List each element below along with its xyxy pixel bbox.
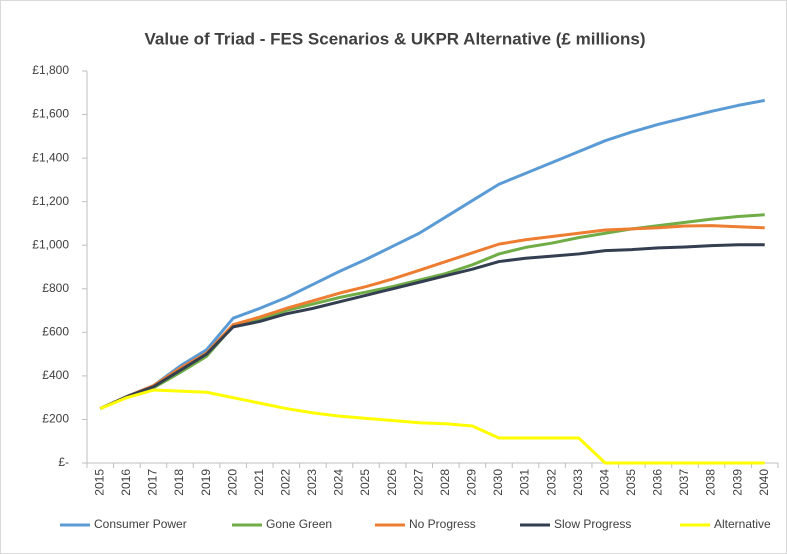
x-tick-label: 2018 xyxy=(172,469,186,496)
x-tick-label: 2027 xyxy=(411,469,425,496)
y-tick-label: £400 xyxy=(42,368,69,382)
x-tick-label: 2034 xyxy=(597,469,611,496)
x-tick-label: 2038 xyxy=(704,469,718,496)
y-tick-label: £200 xyxy=(42,412,69,426)
x-tick-label: 2028 xyxy=(438,469,452,496)
legend-label: Alternative xyxy=(714,517,771,531)
legend-label: Consumer Power xyxy=(94,517,187,531)
y-tick-label: £1,800 xyxy=(32,63,69,77)
series-line xyxy=(99,388,765,465)
x-tick-label: 2033 xyxy=(571,469,585,496)
legend-label: Gone Green xyxy=(266,517,332,531)
x-tick-label: 2032 xyxy=(544,469,558,496)
legend-label: No Progress xyxy=(409,517,476,531)
x-tick-label: 2025 xyxy=(358,469,372,496)
x-tick-label: 2024 xyxy=(332,469,346,496)
x-tick-label: 2031 xyxy=(518,469,532,496)
x-tick-label: 2037 xyxy=(677,469,691,496)
x-tick-label: 2016 xyxy=(119,469,133,496)
y-tick-label: £600 xyxy=(42,325,69,339)
x-tick-label: 2029 xyxy=(465,469,479,496)
y-tick-label: £1,200 xyxy=(32,194,69,208)
x-tick-label: 2030 xyxy=(491,469,505,496)
y-tick-label: £1,400 xyxy=(32,150,69,164)
x-tick-label: 2039 xyxy=(730,469,744,496)
y-tick-label: £1,000 xyxy=(32,237,69,251)
y-tick-label: £- xyxy=(58,455,69,469)
chart-title: Value of Triad - FES Scenarios & UKPR Al… xyxy=(145,29,646,48)
x-tick-label: 2036 xyxy=(651,469,665,496)
x-tick-label: 2040 xyxy=(757,469,771,496)
x-tick-label: 2015 xyxy=(92,469,106,496)
x-tick-label: 2021 xyxy=(252,469,266,496)
x-tick-label: 2022 xyxy=(278,469,292,496)
x-tick-label: 2035 xyxy=(624,469,638,496)
y-tick-label: £1,600 xyxy=(32,107,69,121)
x-tick-label: 2019 xyxy=(199,469,213,496)
x-tick-label: 2020 xyxy=(225,469,239,496)
x-tick-label: 2017 xyxy=(146,469,160,496)
x-tick-label: 2023 xyxy=(305,469,319,496)
y-tick-label: £800 xyxy=(42,281,69,295)
legend-label: Slow Progress xyxy=(554,517,631,531)
series-line xyxy=(99,98,765,410)
x-tick-label: 2026 xyxy=(385,469,399,496)
series-line xyxy=(99,243,765,410)
